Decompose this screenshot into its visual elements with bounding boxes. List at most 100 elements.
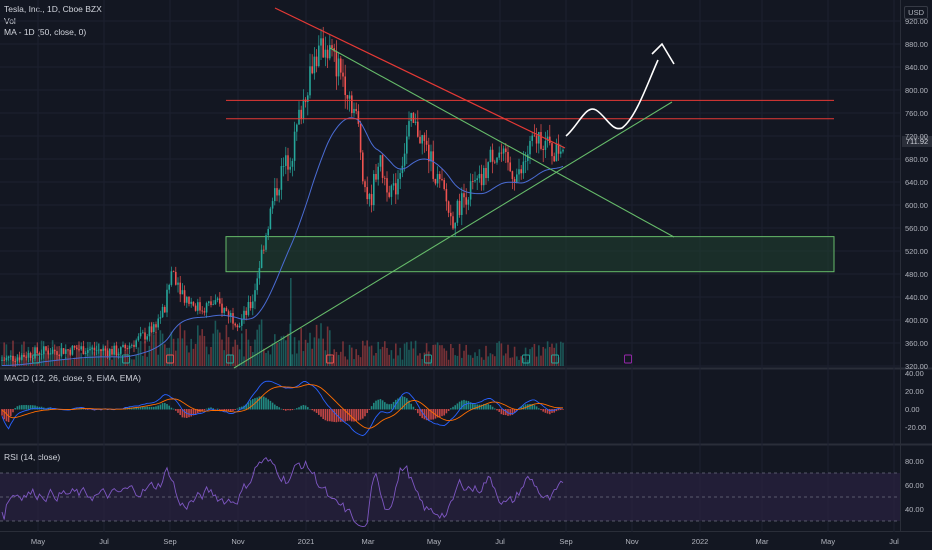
volume-bar bbox=[450, 343, 452, 366]
rsi-tick-label: 60.00 bbox=[905, 481, 924, 490]
volume-bar bbox=[289, 323, 291, 366]
macd-histogram-bar bbox=[265, 397, 267, 410]
candle-body bbox=[7, 356, 10, 358]
macd-histogram-bar bbox=[342, 409, 344, 422]
candle-body bbox=[73, 345, 76, 348]
candle-body bbox=[106, 350, 109, 357]
volume-bar bbox=[309, 332, 311, 366]
macd-histogram-bar bbox=[483, 404, 485, 410]
volume-bar bbox=[298, 340, 300, 366]
volume-bar bbox=[395, 343, 397, 366]
macd-histogram-bar bbox=[161, 403, 164, 410]
volume-bar bbox=[375, 352, 377, 366]
candle-body bbox=[16, 357, 19, 362]
volume-bar bbox=[109, 356, 111, 366]
time-axis[interactable]: May Jul Sep Nov 2021 Mar May Jul Sep Nov 2022 Mar Ma… bbox=[31, 537, 899, 546]
volume-bar bbox=[54, 350, 56, 366]
candle-body bbox=[122, 344, 124, 348]
price-tick-label: 560.00 bbox=[905, 224, 928, 233]
macd-histogram-bar bbox=[271, 402, 274, 410]
volume-bar bbox=[307, 342, 309, 366]
macd-histogram-bar bbox=[309, 408, 311, 410]
volume-bar bbox=[500, 343, 503, 366]
candle-body bbox=[137, 336, 140, 341]
candle-body bbox=[175, 271, 177, 285]
price-tick-label: 400.00 bbox=[905, 316, 928, 325]
candle-body bbox=[234, 323, 236, 326]
projection-path bbox=[565, 59, 659, 137]
candle-body bbox=[271, 201, 274, 209]
volume-bar bbox=[144, 340, 146, 366]
candle-body bbox=[153, 324, 155, 333]
support-zone[interactable] bbox=[225, 236, 835, 273]
volume-bar bbox=[62, 359, 65, 366]
macd-histogram-bar bbox=[366, 409, 368, 413]
macd-histogram-bar bbox=[144, 406, 146, 410]
volume-bar bbox=[148, 345, 151, 366]
candle-body bbox=[144, 332, 146, 340]
volume-bar bbox=[311, 348, 313, 366]
candle-body bbox=[524, 160, 527, 162]
candle-body bbox=[322, 38, 324, 58]
macd-histogram-bar bbox=[434, 409, 437, 419]
volume-bar bbox=[419, 353, 421, 366]
candle-body bbox=[335, 51, 338, 77]
candle-body bbox=[289, 166, 291, 170]
candle-body bbox=[300, 109, 302, 119]
macd-histogram-bar bbox=[392, 401, 395, 410]
trend-drawings[interactable] bbox=[226, 7, 834, 369]
macd-histogram-bar bbox=[29, 405, 32, 410]
macd-histogram-bar bbox=[36, 406, 38, 410]
macd-histogram-bar bbox=[166, 404, 168, 410]
volume-bar bbox=[511, 357, 514, 366]
macd-histogram-bar bbox=[188, 409, 190, 418]
price-axis[interactable]: 920.00 880.00 840.00 800.00 760.00 720.00 680.… bbox=[905, 17, 928, 371]
macd-histogram-bar bbox=[249, 400, 252, 410]
macd-histogram-bar bbox=[445, 409, 448, 414]
volume-bar bbox=[296, 353, 298, 366]
candle-body bbox=[384, 177, 386, 179]
volume-bar bbox=[507, 344, 509, 366]
volume-bar bbox=[368, 346, 371, 366]
candle-body bbox=[551, 143, 553, 157]
macd-histogram-bar bbox=[533, 404, 536, 410]
volume-bar bbox=[408, 349, 410, 366]
volume-bar bbox=[445, 350, 448, 366]
price-tick-label: 680.00 bbox=[905, 155, 928, 164]
volume-bar bbox=[434, 344, 437, 366]
volume-bar bbox=[172, 338, 175, 366]
volume-bar bbox=[458, 343, 461, 366]
macd-histogram-bar bbox=[329, 409, 331, 422]
macd-histogram-bar bbox=[364, 409, 366, 417]
volume-bar bbox=[359, 357, 362, 366]
candle-body bbox=[309, 66, 311, 96]
volume-bar bbox=[302, 351, 305, 366]
macd-histogram-bar bbox=[322, 409, 324, 420]
candle-body bbox=[344, 76, 346, 96]
macd-histogram-bar bbox=[412, 406, 415, 410]
candle-body bbox=[5, 357, 8, 360]
event-marker-icon bbox=[122, 354, 130, 364]
volume-bar bbox=[344, 356, 346, 366]
macd-histogram-bar bbox=[337, 409, 340, 422]
event-markers[interactable] bbox=[32, 354, 632, 364]
candle-body bbox=[461, 193, 463, 215]
price-tick-label: 880.00 bbox=[905, 40, 928, 49]
macd-histogram-bar bbox=[304, 405, 307, 410]
macd-histogram-bar bbox=[465, 400, 467, 410]
macd-histogram-bar bbox=[274, 404, 276, 410]
candle-body bbox=[23, 355, 25, 357]
macd-histogram-bar bbox=[291, 409, 294, 411]
volume-bar bbox=[441, 345, 443, 366]
volume-bar bbox=[111, 359, 113, 366]
candle-body bbox=[531, 135, 533, 141]
candle-body bbox=[414, 121, 417, 123]
currency-badge[interactable]: USD bbox=[904, 6, 928, 19]
macd-histogram-bar bbox=[194, 409, 197, 415]
volume-bar bbox=[168, 347, 170, 366]
volume-bar bbox=[412, 348, 415, 366]
volume-bar bbox=[390, 350, 393, 366]
candle-body bbox=[412, 112, 415, 123]
macd-histogram-bar bbox=[139, 407, 142, 410]
